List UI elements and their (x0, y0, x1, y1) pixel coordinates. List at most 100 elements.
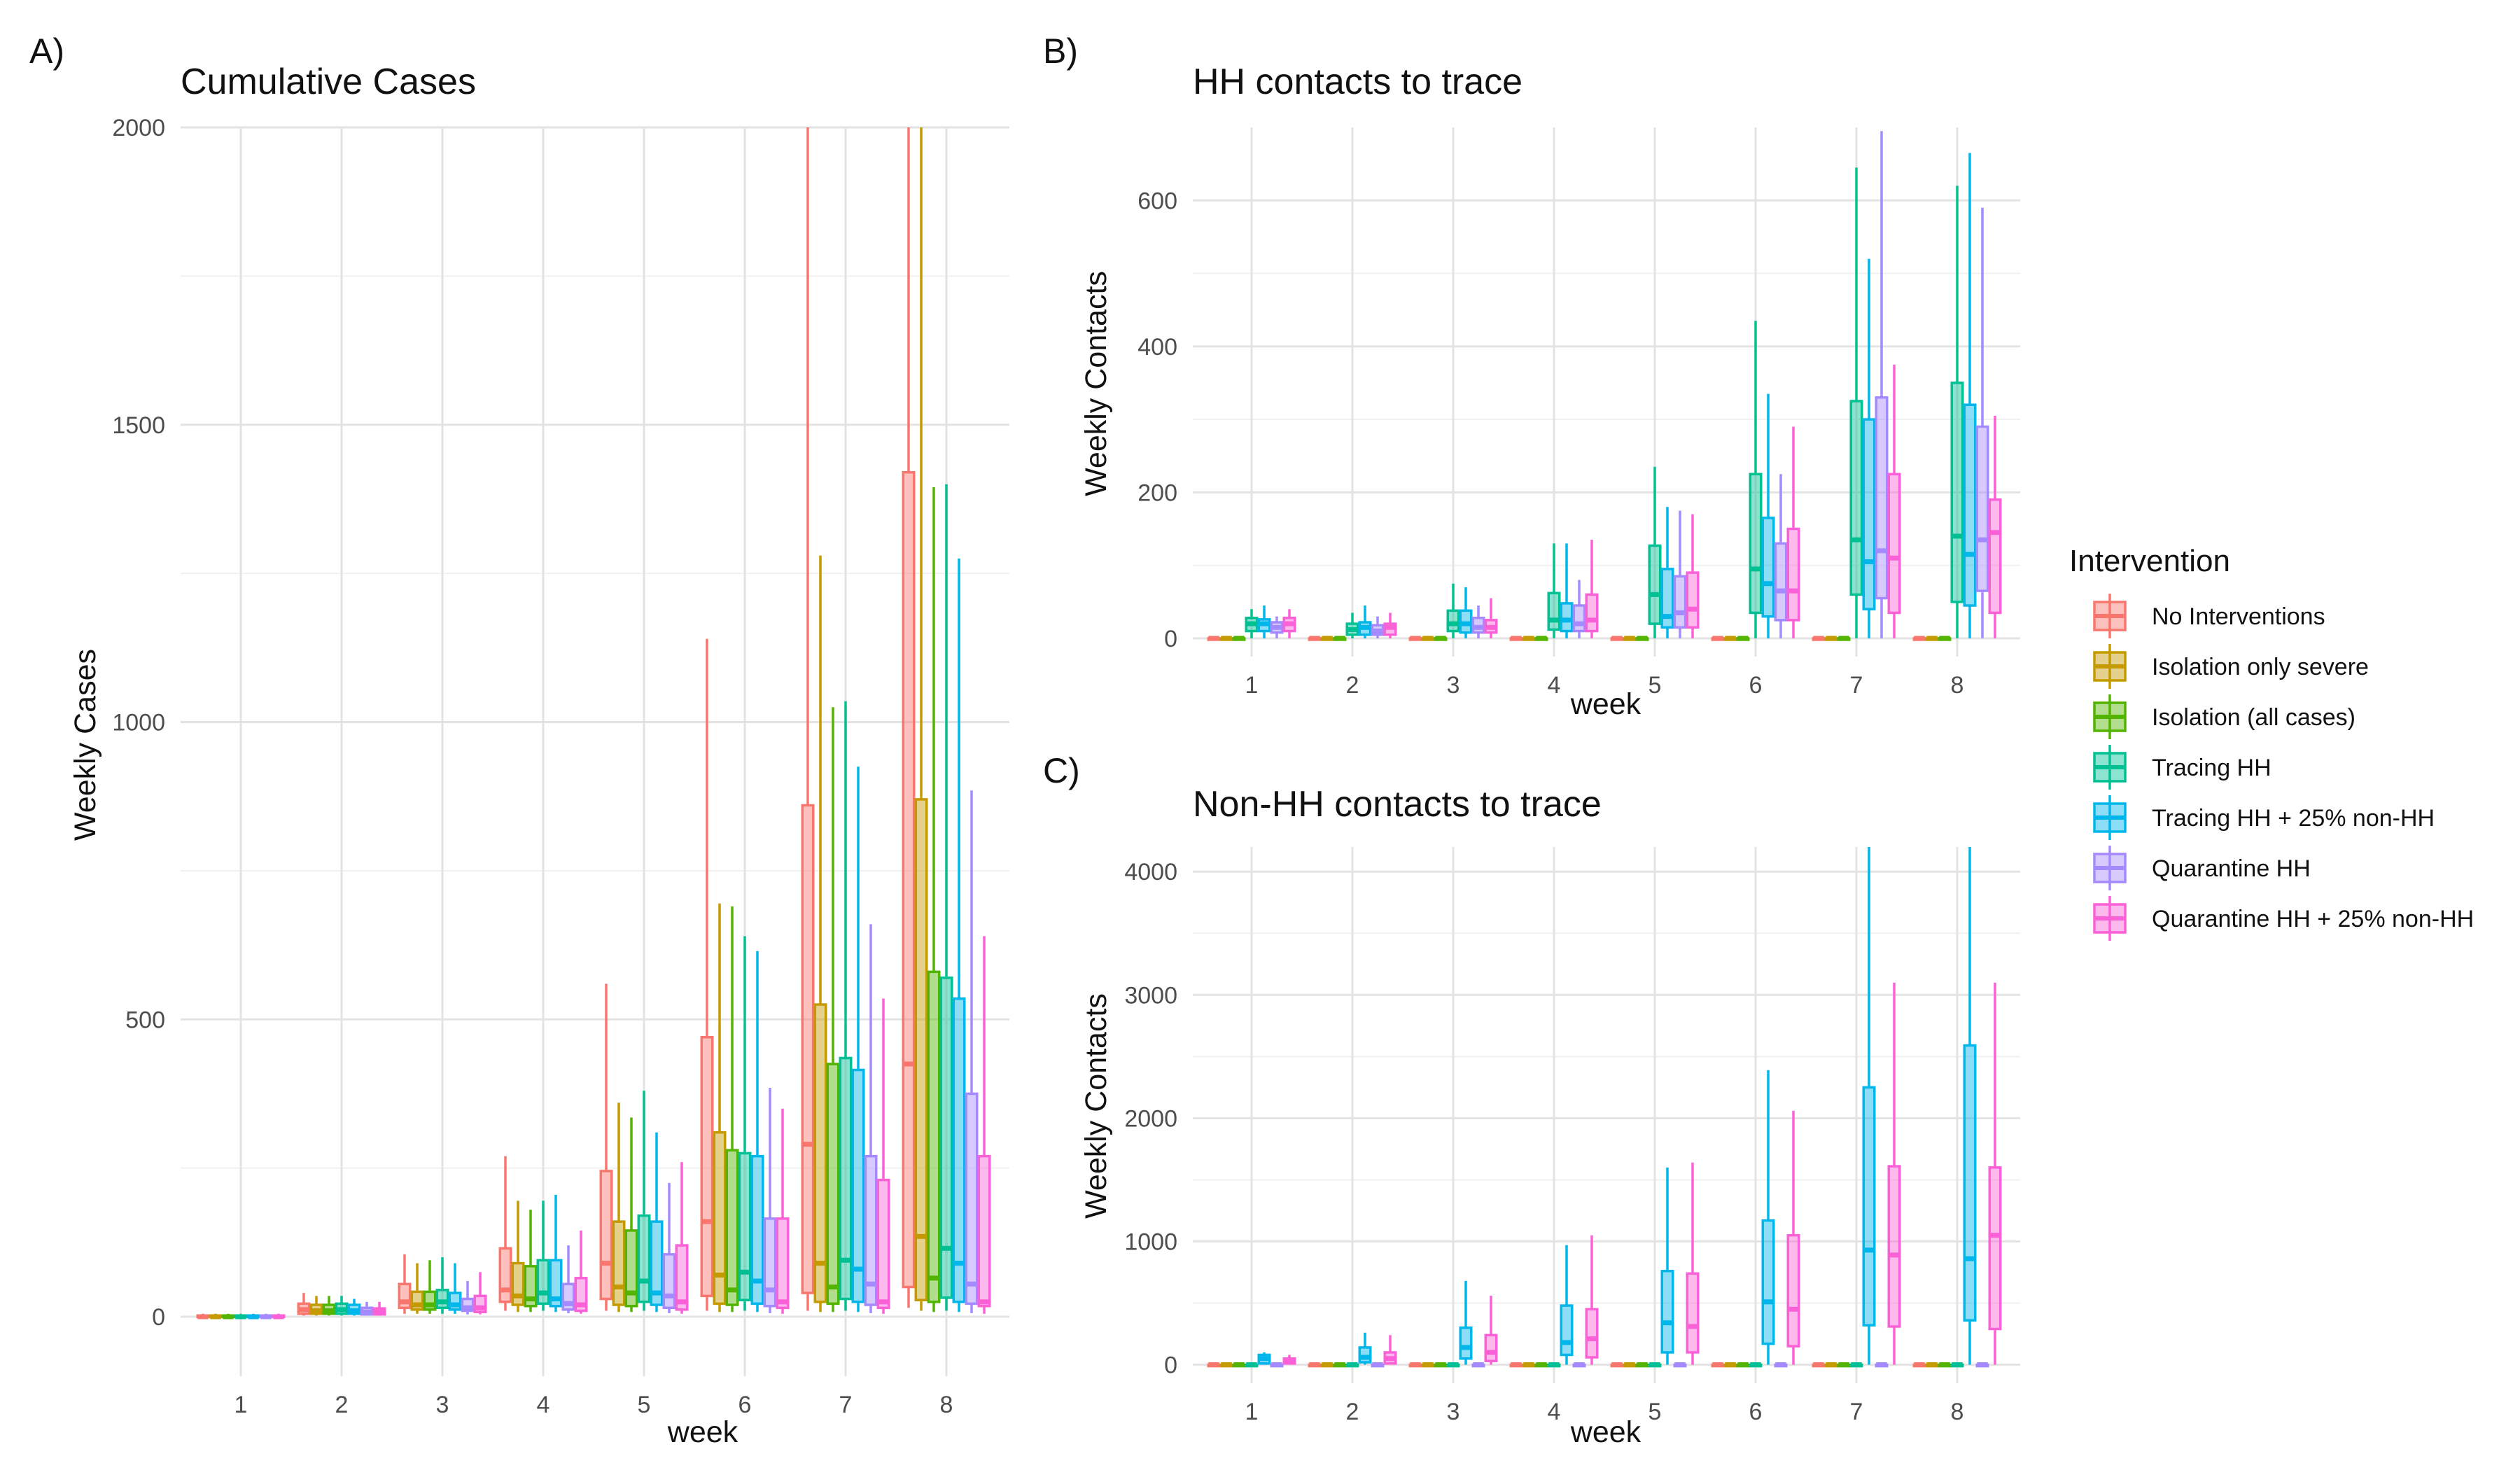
y-tick-label: 2000 (1124, 1105, 1177, 1132)
box-iqr (1686, 571, 1700, 629)
legend-key (2093, 694, 2127, 739)
box-2-3-7 (1837, 636, 1851, 641)
box-2-7-8 (1988, 415, 2002, 638)
legend-label: Isolation (all cases) (2152, 704, 2356, 731)
box-iqr (1585, 1308, 1599, 1359)
box-3-7-8 (1988, 982, 2002, 1365)
box-1-4-2 (335, 1296, 349, 1316)
box-iqr (700, 1036, 714, 1298)
box-iqr (851, 1068, 865, 1303)
box-1-5-3 (448, 1263, 462, 1314)
box-1-2-6 (713, 903, 727, 1312)
box-2-3-6 (1736, 636, 1750, 641)
box-2-2-3 (1421, 636, 1435, 641)
box-3-3-8 (1938, 1362, 1952, 1368)
box-iqr (1774, 542, 1788, 622)
legend-item: Tracing HH (2093, 745, 2272, 790)
box-iqr (1547, 592, 1561, 631)
box-3-2-4 (1522, 1362, 1536, 1368)
box-3-1-2 (1308, 1362, 1322, 1368)
y-tick-label: 600 (1138, 188, 1177, 214)
box-1-2-3 (410, 1263, 424, 1314)
box-2-1-2 (1308, 636, 1322, 641)
box-iqr (1358, 1346, 1372, 1364)
box-1-1-8 (902, 127, 916, 1308)
box-2-5-5 (1660, 507, 1674, 638)
legend-label: Quarantine HH (2152, 855, 2311, 882)
box-iqr (662, 1253, 676, 1310)
box-1-6-1 (259, 1313, 273, 1320)
box-iqr (524, 1265, 538, 1308)
x-tick-label: 3 (1447, 1399, 1460, 1425)
box-3-6-6 (1774, 1362, 1788, 1368)
panel-b-x-axis-title: week (1570, 687, 1642, 721)
panel-b-letter: B) (1043, 31, 1078, 71)
box-2-7-2 (1383, 612, 1397, 638)
panel-a-title: Cumulative Cases (181, 62, 476, 102)
y-tick-label: 4000 (1124, 859, 1177, 886)
box-2-1-1 (1207, 636, 1221, 641)
box-3-2-1 (1219, 1362, 1233, 1368)
box-3-5-8 (1963, 847, 1977, 1365)
box-1-2-5 (612, 1102, 626, 1312)
y-tick-label: 400 (1138, 334, 1177, 360)
legend-label: No Interventions (2152, 603, 2325, 630)
y-tick-label: 2000 (112, 115, 165, 141)
box-1-3-3 (423, 1260, 437, 1314)
box-3-5-3 (1459, 1280, 1473, 1365)
panel-c-y-axis-title: Weekly Contacts (1079, 993, 1113, 1219)
panel-c-title: Non-HH contacts to trace (1193, 784, 1602, 825)
box-2-7-6 (1786, 426, 1800, 638)
box-1-3-2 (322, 1296, 336, 1316)
box-iqr (977, 1154, 991, 1308)
x-tick-label: 4 (537, 1392, 550, 1418)
panel-a-letter: A) (29, 31, 64, 71)
y-tick-label: 0 (1164, 1352, 1177, 1379)
box-1-7-3 (473, 1272, 487, 1315)
box-2-7-4 (1585, 540, 1599, 638)
legend-item: No Interventions (2093, 594, 2325, 638)
box-3-4-6 (1749, 1362, 1763, 1368)
box-1-4-6 (738, 936, 752, 1311)
box-3-1-8 (1912, 1362, 1926, 1368)
box-3-2-5 (1623, 1362, 1637, 1368)
box-1-7-1 (272, 1313, 286, 1320)
box-1-6-3 (461, 1281, 475, 1315)
x-tick-label: 7 (1850, 672, 1863, 699)
box-1-5-1 (246, 1313, 260, 1320)
box-1-6-7 (864, 924, 878, 1313)
box-1-1-3 (398, 1254, 412, 1314)
box-1-1-6 (700, 638, 714, 1311)
box-3-7-4 (1585, 1235, 1599, 1365)
box-iqr (952, 997, 966, 1303)
box-3-6-2 (1371, 1362, 1385, 1368)
panel-a-plot-area: 0 500 1000 1500 2000 1 2 3 4 5 6 7 8 (112, 115, 1009, 1418)
box-1-6-8 (965, 790, 979, 1313)
box-3-7-5 (1686, 1162, 1700, 1365)
box-2-7-5 (1686, 514, 1700, 638)
legend-item: Isolation only severe (2093, 644, 2369, 689)
box-3-5-2 (1358, 1332, 1372, 1365)
panel-c-non-hh-contacts: C) Non-HH contacts to trace 0 1000 2000 300… (1043, 751, 2020, 1449)
box-iqr (939, 976, 953, 1299)
x-tick-label: 3 (1447, 672, 1460, 699)
box-3-2-2 (1320, 1362, 1334, 1368)
box-1-6-2 (360, 1301, 374, 1316)
box-iqr (1648, 544, 1662, 625)
box-3-7-1 (1282, 1354, 1296, 1365)
y-tick-label: 3000 (1124, 982, 1177, 1009)
box-2-1-8 (1912, 636, 1926, 641)
box-iqr (599, 1170, 613, 1301)
x-tick-label: 6 (1749, 672, 1763, 699)
box-3-2-6 (1723, 1362, 1737, 1368)
box-2-4-5 (1648, 466, 1662, 638)
box-3-1-6 (1711, 1362, 1725, 1368)
box-iqr (1963, 403, 1977, 607)
box-1-7-7 (876, 998, 890, 1314)
box-iqr (1862, 418, 1876, 610)
box-2-3-1 (1232, 636, 1246, 641)
box-1-6-6 (763, 1087, 777, 1313)
box-3-4-5 (1648, 1362, 1662, 1368)
box-iqr (1963, 1044, 1977, 1322)
